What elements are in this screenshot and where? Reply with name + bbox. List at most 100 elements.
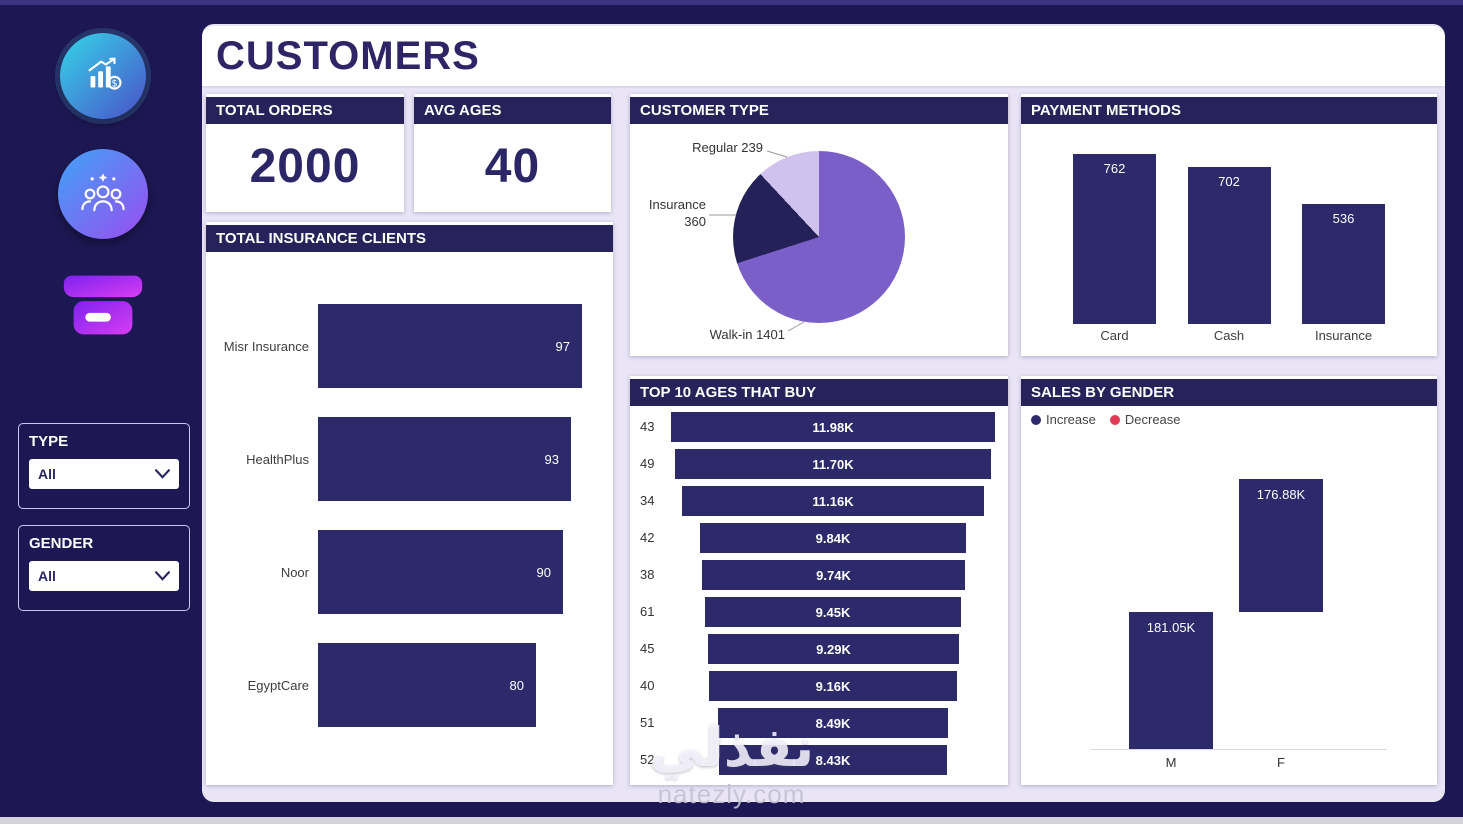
age-label: 40 xyxy=(640,678,655,693)
top-ages-card: TOP 10 AGES THAT BUY 43 11.98K 49 11.70K 34 1… xyxy=(630,376,1008,785)
value-label: 11.98K xyxy=(812,419,854,435)
value-label: 8.43K xyxy=(815,752,851,768)
card-title: TOTAL INSURANCE CLIENTS xyxy=(206,222,613,252)
type-filter-label: TYPE xyxy=(29,433,69,450)
value-label: 9.45K xyxy=(815,604,851,620)
legend-item-decrease[interactable]: Decrease xyxy=(1109,412,1181,427)
kpi-value: 40 xyxy=(484,140,541,193)
insurance-bar[interactable]: 97 xyxy=(318,304,582,388)
age-row: 42 9.84K xyxy=(630,523,1008,553)
card-title: AVG AGES xyxy=(414,94,611,124)
age-row: 40 9.16K xyxy=(630,671,1008,701)
card-title: TOP 10 AGES THAT BUY xyxy=(630,376,1008,406)
value-label: 181.05K xyxy=(1146,620,1196,635)
age-bar[interactable]: 9.16K xyxy=(709,671,957,701)
type-dropdown-value: All xyxy=(38,466,56,482)
customer-type-pie[interactable] xyxy=(733,151,905,323)
value-label: 176.88K xyxy=(1256,487,1306,502)
age-label: 38 xyxy=(640,567,655,582)
customer-type-card: CUSTOMER TYPE Regular 239 Insurance 360 … xyxy=(630,94,1008,356)
kpi-value: 2000 xyxy=(249,140,361,193)
top-ages-chart: 43 11.98K 49 11.70K 34 11.16K 42 9.84K 38 9.74K 61… xyxy=(630,406,1008,775)
gender-legend: Increase Decrease xyxy=(1031,412,1181,427)
age-bar[interactable]: 9.84K xyxy=(700,523,966,553)
gender-bar[interactable]: 181.05K xyxy=(1129,612,1213,749)
age-label: 45 xyxy=(640,641,655,656)
age-bar[interactable]: 8.43K xyxy=(719,745,947,775)
age-row: 38 9.74K xyxy=(630,560,1008,590)
category-label: HealthPlus xyxy=(246,451,309,467)
kpi-card-total-orders: TOTAL ORDERS 2000 xyxy=(206,94,404,212)
pie-label-insurance: Insurance 360 xyxy=(648,197,706,229)
gender-dropdown[interactable]: All xyxy=(29,561,179,591)
age-label: 52 xyxy=(640,752,655,767)
payment-bar[interactable]: 702 xyxy=(1187,167,1271,324)
age-bar[interactable]: 11.16K xyxy=(682,486,984,516)
page-title: CUSTOMERS xyxy=(216,33,480,78)
age-label: 42 xyxy=(640,530,655,545)
category-label: Noor xyxy=(280,564,309,580)
decrease-dot-icon xyxy=(1109,414,1120,425)
insurance-bar[interactable]: 90 xyxy=(318,530,563,614)
value-label: 97 xyxy=(555,338,570,354)
category-label: Cash xyxy=(1213,328,1245,343)
main-panel: CUSTOMERS TOTAL ORDERS 2000 AVG AGES 40 … xyxy=(202,24,1445,802)
customers-group-icon xyxy=(81,173,125,212)
legend-label: Increase xyxy=(1046,412,1096,427)
pie-label-walkin: Walk-in 1401 xyxy=(709,327,785,342)
analytics-chart-icon: $ xyxy=(88,57,122,90)
age-row: 45 9.29K xyxy=(630,634,1008,664)
age-bar[interactable]: 11.98K xyxy=(671,412,995,442)
payment-bar[interactable]: 536 xyxy=(1302,204,1385,324)
payment-methods-chart: 762 Card 702 Cash 536 Insurance xyxy=(1073,124,1385,348)
category-label: Insurance xyxy=(1314,328,1373,343)
chevron-down-icon xyxy=(155,571,170,581)
category-label: M xyxy=(1165,755,1177,770)
age-bar[interactable]: 8.49K xyxy=(718,708,948,738)
insurance-bar-row: HealthPlus 93 xyxy=(206,417,613,501)
bottom-strip xyxy=(0,817,1463,824)
value-label: 9.16K xyxy=(815,678,851,694)
age-label: 61 xyxy=(640,604,655,619)
age-label: 51 xyxy=(640,715,655,730)
insurance-clients-chart: Misr Insurance 97 HealthPlus 93 Noor 90 EgyptC… xyxy=(206,252,613,727)
value-label: 536 xyxy=(1332,211,1355,226)
value-label: 80 xyxy=(509,677,524,693)
age-bar[interactable]: 9.74K xyxy=(702,560,965,590)
payment-column: 536 Insurance xyxy=(1302,124,1385,348)
age-row: 52 8.43K xyxy=(630,745,1008,775)
gender-dropdown-value: All xyxy=(38,568,56,584)
age-bar[interactable]: 9.45K xyxy=(705,597,961,627)
category-label: F xyxy=(1277,755,1285,770)
age-row: 51 8.49K xyxy=(630,708,1008,738)
age-row: 34 11.16K xyxy=(630,486,1008,516)
x-axis-line xyxy=(1091,749,1387,750)
sales-by-gender-card: SALES BY GENDER Increase Decrease 181.05… xyxy=(1021,376,1437,785)
value-label: 9.74K xyxy=(816,567,851,583)
store-nav-button[interactable] xyxy=(55,257,151,353)
age-label: 43 xyxy=(640,419,655,434)
sidebar: $ TYPE xyxy=(0,5,202,817)
customers-nav-button[interactable] xyxy=(58,149,148,239)
type-filter: TYPE All xyxy=(18,423,190,509)
analytics-nav-button[interactable]: $ xyxy=(60,33,146,119)
insurance-bar-row: EgyptCare 80 xyxy=(206,643,613,727)
insurance-bar[interactable]: 80 xyxy=(318,643,536,727)
card-title: SALES BY GENDER xyxy=(1021,376,1437,406)
type-dropdown[interactable]: All xyxy=(29,459,179,489)
age-bar[interactable]: 9.29K xyxy=(708,634,959,664)
age-bar[interactable]: 11.70K xyxy=(675,449,991,479)
age-label: 49 xyxy=(640,456,655,471)
card-title: TOTAL ORDERS xyxy=(206,94,404,124)
insurance-bar[interactable]: 93 xyxy=(318,417,571,501)
customer-type-chart: Regular 239 Insurance 360 Walk-in 1401 xyxy=(630,124,1008,356)
gender-bar[interactable]: 176.88K xyxy=(1239,479,1323,612)
insurance-bar-row: Noor 90 xyxy=(206,530,613,614)
payment-methods-card: PAYMENT METHODS 762 Card 702 Cash 536 Insuran… xyxy=(1021,94,1437,356)
payment-bar[interactable]: 762 xyxy=(1073,154,1156,324)
payment-column: 762 Card xyxy=(1073,124,1156,348)
legend-item-increase[interactable]: Increase xyxy=(1031,412,1096,427)
value-label: 90 xyxy=(536,564,551,580)
svg-text:$: $ xyxy=(111,78,117,89)
